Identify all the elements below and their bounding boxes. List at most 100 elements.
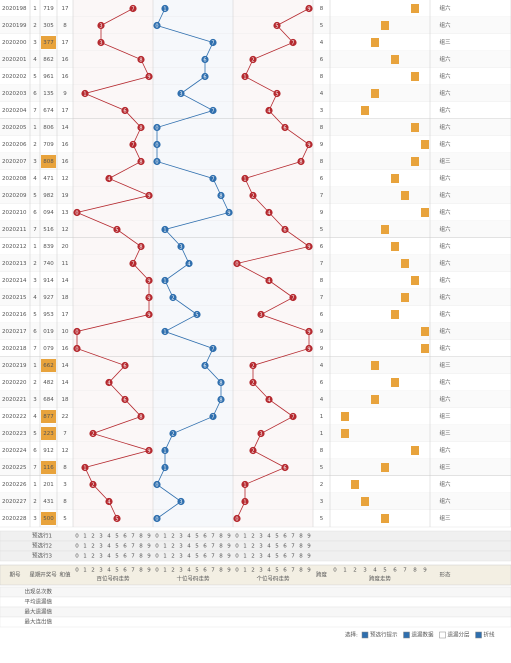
sum: 12 <box>62 176 69 182</box>
zone-bg <box>73 85 153 102</box>
ball-digit: 9 <box>147 295 150 301</box>
span: 8 <box>320 6 324 12</box>
ball-digit: 2 <box>171 431 174 437</box>
option-label[interactable]: 遗漏分层 <box>448 631 471 639</box>
zone-bg <box>233 493 313 510</box>
ball-digit: 4 <box>107 176 110 182</box>
header-digit: 1 <box>343 568 347 574</box>
header-cell: 形态 <box>439 571 451 579</box>
preselect-bg <box>0 550 511 562</box>
shape: 组六 <box>439 55 451 63</box>
ball <box>153 480 161 489</box>
ball-digit: 9 <box>307 244 310 250</box>
zone-bg <box>233 425 313 442</box>
ball-digit: 9 <box>307 329 310 335</box>
sum: 12 <box>62 227 69 233</box>
zone-bg <box>233 289 313 306</box>
span: 3 <box>320 499 324 505</box>
ball <box>177 89 185 98</box>
zone-bg <box>233 153 313 170</box>
header-digit: 6 <box>393 568 397 574</box>
digit: 9 <box>147 554 151 560</box>
option-label[interactable]: 遗漏数据 <box>412 631 435 639</box>
shape: 组三 <box>439 463 451 471</box>
header-digit: 8 <box>219 568 223 574</box>
span-mark <box>381 21 389 30</box>
shape: 组六 <box>439 242 451 250</box>
header-digit: 0 <box>333 568 337 574</box>
span: 6 <box>320 176 324 182</box>
ball-digit: 2 <box>251 193 254 199</box>
digit: 1 <box>243 554 247 560</box>
sum: 12 <box>62 448 69 454</box>
ball <box>153 157 161 166</box>
digit: 7 <box>131 534 135 540</box>
ball-digit: 9 <box>147 74 150 80</box>
header-digit: 6 <box>123 568 127 574</box>
checkbox[interactable] <box>361 631 369 639</box>
span-mark <box>421 208 429 217</box>
digit: 3 <box>99 544 103 550</box>
checkbox[interactable] <box>475 631 482 639</box>
span: 8 <box>320 278 324 284</box>
zone-bg <box>73 459 153 476</box>
zone-bg <box>153 34 233 51</box>
zone-bg <box>153 238 233 255</box>
zone-bg <box>153 459 233 476</box>
ball-digit: 1 <box>163 329 166 335</box>
digit: 9 <box>307 554 311 560</box>
shape: 组六 <box>439 480 451 488</box>
span-mark <box>411 276 419 285</box>
period: 2020215 <box>2 295 27 301</box>
period: 2020206 <box>2 142 27 148</box>
ball-digit: 7 <box>131 261 134 267</box>
ball-digit: 6 <box>203 57 206 63</box>
digit: 6 <box>283 534 287 540</box>
ball-digit: 8 <box>139 244 142 250</box>
zone-bg <box>233 476 313 493</box>
checkbox[interactable] <box>439 631 446 639</box>
number: 684 <box>43 397 54 403</box>
header-zone: 百位号码走势 <box>96 575 130 583</box>
ball <box>233 259 241 268</box>
period: 2020210 <box>2 210 27 216</box>
zone-bg <box>153 0 233 17</box>
ball <box>153 514 161 523</box>
zone-bg <box>73 119 153 136</box>
ball-digit: 6 <box>123 397 126 403</box>
digit: 9 <box>227 534 231 540</box>
period: 2020224 <box>2 448 27 454</box>
ball <box>273 21 281 30</box>
ball-digit: 1 <box>163 278 166 284</box>
sum: 14 <box>62 278 69 284</box>
shape: 组六 <box>439 4 451 12</box>
zone-bg <box>233 459 313 476</box>
period: 2020227 <box>2 499 27 505</box>
digit: 3 <box>99 534 103 540</box>
number: 862 <box>43 57 54 63</box>
zone-bg <box>233 17 313 34</box>
span-mark <box>391 55 399 64</box>
zone-bg <box>233 408 313 425</box>
span-mark <box>421 327 429 336</box>
header-digit: 7 <box>291 568 295 574</box>
digit: 4 <box>267 554 271 560</box>
header-digit: 3 <box>179 568 183 574</box>
weekday: 2 <box>33 380 37 386</box>
zone-bg <box>73 510 153 527</box>
ball <box>265 208 273 217</box>
ball <box>153 123 161 132</box>
span-mark <box>401 293 409 302</box>
ball <box>137 242 145 251</box>
option-label[interactable]: 预选行提示 <box>370 631 398 639</box>
span: 1 <box>320 414 324 420</box>
ball-digit: 0 <box>155 23 158 29</box>
ball-digit: 1 <box>243 176 246 182</box>
zone-bg <box>153 306 233 323</box>
ball-digit: 0 <box>235 261 238 267</box>
option-label[interactable]: 折线 <box>484 631 496 639</box>
digit: 7 <box>291 544 295 550</box>
checkbox[interactable] <box>403 631 410 639</box>
ball <box>305 242 313 251</box>
digit: 5 <box>115 534 119 540</box>
